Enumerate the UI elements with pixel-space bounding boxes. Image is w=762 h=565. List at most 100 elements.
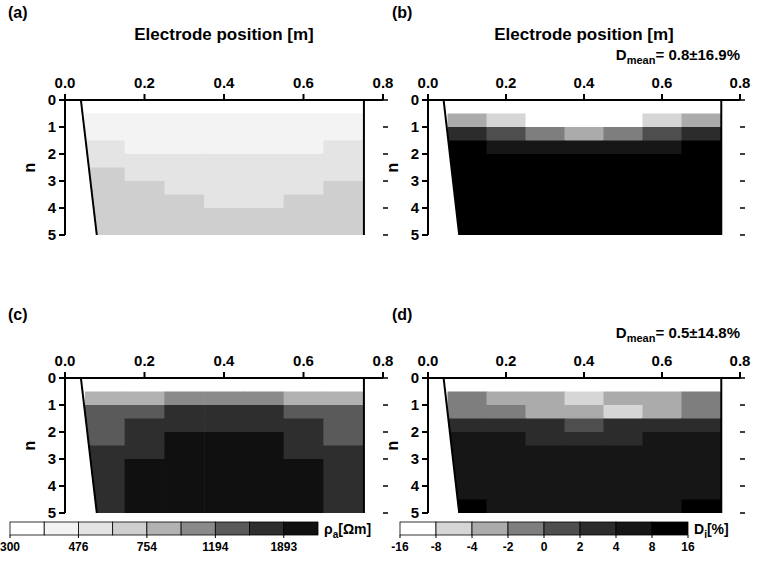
cell [526, 222, 566, 236]
y-tick-right [740, 458, 745, 460]
cell [284, 392, 324, 406]
annotation-subscript: mean [627, 332, 656, 344]
cell [487, 181, 527, 195]
colorbar-tick-label: -16 [391, 540, 409, 554]
cell [643, 208, 683, 222]
cell [643, 419, 683, 433]
x-tick-label: 0.8 [730, 352, 751, 369]
cell [125, 127, 165, 141]
cell [643, 168, 683, 182]
cell [284, 114, 324, 128]
y-axis-title: n [384, 441, 401, 451]
cell [487, 168, 527, 182]
cell [643, 446, 683, 460]
cell [125, 141, 165, 155]
y-tick-right [383, 404, 388, 406]
y-tick-label: 2 [411, 145, 419, 162]
cell [125, 405, 165, 419]
x-tick-label: 0.6 [652, 74, 673, 91]
cell [244, 168, 284, 182]
colorbar-box [580, 522, 616, 535]
right-boundary [363, 100, 365, 235]
cell [284, 181, 324, 195]
x-tick [505, 94, 507, 100]
x-tick [382, 94, 384, 100]
cell [448, 392, 488, 406]
cell [164, 114, 204, 128]
x-tick-label: 0.4 [574, 74, 596, 91]
cell [204, 446, 244, 460]
x-tick [583, 94, 585, 100]
y-tick [422, 458, 428, 460]
cell [164, 432, 204, 446]
y-tick-right [383, 234, 388, 236]
cell [526, 419, 566, 433]
cell [244, 154, 284, 168]
cell [323, 446, 363, 460]
colorbar-label-symbol: ρ [324, 521, 333, 537]
cell [643, 127, 683, 141]
x-tick-label: 0.4 [574, 352, 596, 369]
cell [682, 392, 722, 406]
cell [526, 432, 566, 446]
cell [323, 127, 363, 141]
cell [244, 486, 284, 500]
y-axis-title: n [21, 441, 38, 451]
cell [487, 141, 527, 155]
y-tick [59, 512, 65, 514]
cell [284, 486, 324, 500]
y-tick-right [740, 234, 745, 236]
cell [125, 419, 165, 433]
cell [526, 459, 566, 473]
cell [448, 405, 488, 419]
y-tick-right [740, 512, 745, 514]
cell [487, 195, 527, 209]
y-tick-label: 3 [48, 172, 56, 189]
panel: (a)Electrode position [m]0.00.20.40.60.8… [8, 4, 393, 243]
colorbar-box [215, 522, 249, 535]
y-tick [59, 458, 65, 460]
cell [284, 500, 324, 514]
cell [643, 405, 683, 419]
cell [643, 195, 683, 209]
cell [682, 168, 722, 182]
cell [204, 154, 244, 168]
cell [448, 419, 488, 433]
y-tick-label: 3 [411, 172, 419, 189]
cell [204, 432, 244, 446]
colorbar-label-text: [Ωm] [338, 521, 371, 537]
colorbar-tick [652, 535, 653, 538]
cell [604, 114, 644, 128]
cell [204, 222, 244, 236]
cell [604, 486, 644, 500]
cell [204, 486, 244, 500]
cell [682, 127, 722, 141]
x-tick [661, 94, 663, 100]
cell [643, 432, 683, 446]
colorbar-box [284, 522, 318, 535]
colorbar-tick [10, 535, 11, 538]
colorbar-box [113, 522, 147, 535]
cell [526, 181, 566, 195]
colorbar-box [147, 522, 181, 535]
colorbar-tick-label: 476 [68, 540, 88, 554]
cell [323, 419, 363, 433]
cell [323, 114, 363, 128]
y-tick-label: 1 [411, 396, 419, 413]
y-tick-label: 2 [48, 145, 56, 162]
colorbar-tick-label: 300 [0, 540, 20, 554]
colorbar-tick [78, 535, 79, 538]
cell [323, 500, 363, 514]
cell [85, 141, 125, 155]
cell [244, 432, 284, 446]
y-tick [59, 207, 65, 209]
colorbar-box [10, 522, 44, 535]
cell [487, 208, 527, 222]
cell [682, 154, 722, 168]
cells [85, 392, 364, 514]
cell [85, 419, 125, 433]
colorbar-tick [472, 535, 473, 538]
cell [682, 208, 722, 222]
y-tick-label: 4 [48, 199, 57, 216]
y-tick [422, 153, 428, 155]
